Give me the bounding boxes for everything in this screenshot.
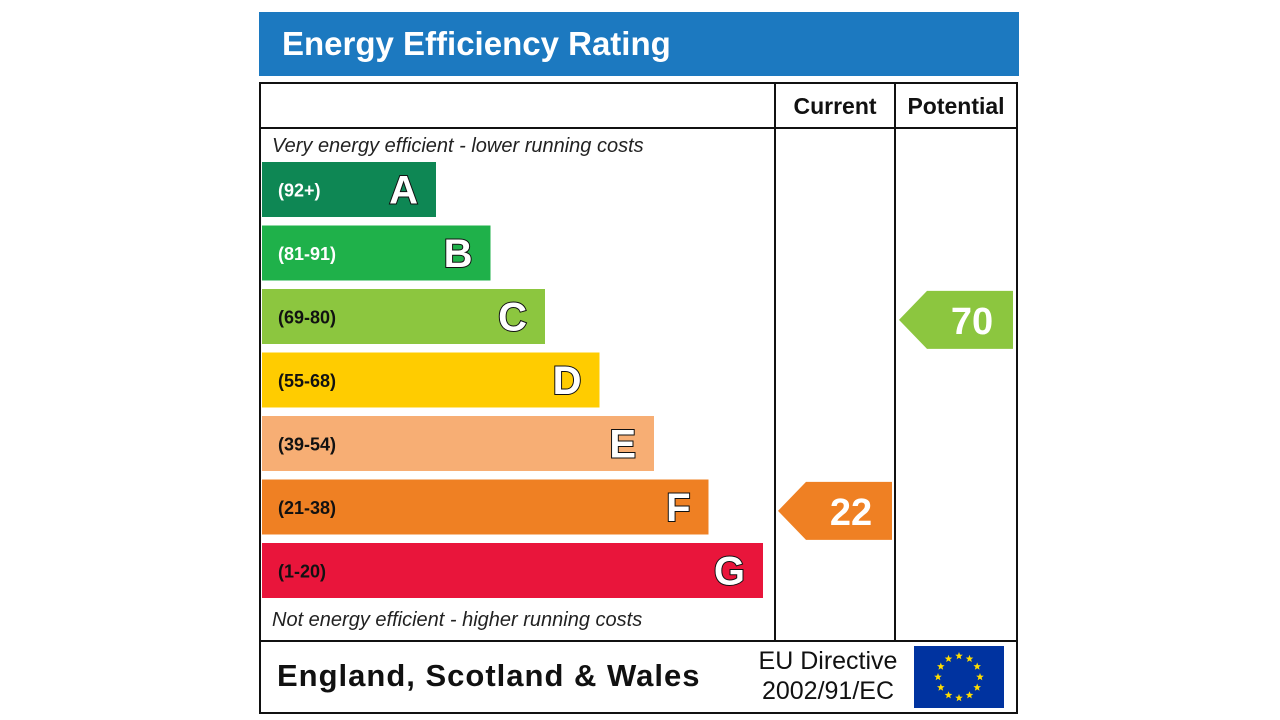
band-bar-g [262,543,763,598]
band-range-f: (21-38) [278,498,336,518]
eu-star-icon [955,652,963,660]
rating-value-current: 22 [830,492,872,534]
column-header-potential: Potential [907,93,1004,119]
column-header-current: Current [793,93,876,119]
top-efficiency-label: Very energy efficient - lower running co… [272,135,644,157]
band-range-e: (39-54) [278,435,336,455]
band-letter-e: E [609,423,636,467]
band-letter-d: D [553,359,582,403]
rating-arrow-shape-current [778,481,892,540]
band-letter-c: C [498,296,527,340]
band-g: (1-20) G [262,543,763,598]
footer-directive-line2: 2002/91/EC [762,677,894,705]
band-bar-c [262,289,545,344]
band-range-g: (1-20) [278,562,326,582]
eu-star-icon [944,654,953,663]
band-range-c: (69-80) [278,308,336,328]
band-letter-b: B [444,232,473,276]
rating-arrow-shape-potential [899,290,1013,349]
eu-star-icon [937,683,945,691]
rating-arrow-potential: 70 [899,290,1013,349]
band-range-d: (55-68) [278,371,336,391]
eu-star-icon [944,691,953,699]
band-f: (21-38) F [262,479,709,535]
band-c: (69-80) C [262,289,545,344]
rating-arrows: 22 70 [778,290,1013,540]
eu-star-icon [976,673,984,681]
eu-star-icon [937,662,945,670]
band-e: (39-54) E [262,416,654,471]
band-letter-a: A [389,169,418,213]
band-a: (92+) A [262,162,436,217]
eu-star-icon [965,691,974,699]
chart-title: Energy Efficiency Rating [282,25,671,62]
band-bar-b [262,225,491,281]
footer-region: England, Scotland & Wales [277,658,700,693]
band-range-b: (81-91) [278,244,336,264]
band-bar-d [262,352,600,408]
rating-arrow-current: 22 [778,481,892,540]
eu-star-icon [973,683,981,691]
eu-flag-icon [914,646,1004,708]
header-bar [259,12,1019,76]
rating-value-potential: 70 [951,301,993,343]
band-bar-a [262,162,436,217]
footer-directive-line1: EU Directive [759,647,898,675]
eu-star-icon [973,662,981,670]
band-bar-f [262,479,709,535]
eu-star-icon [955,694,963,702]
eu-star-icon [965,654,974,663]
band-b: (81-91) B [262,225,491,281]
band-bar-e [262,416,654,471]
band-letter-g: G [714,550,745,594]
rating-bands: (92+) A (81-91) B (69-80) C (55-68) D (39-54) E (2… [262,162,763,598]
bottom-efficiency-label: Not energy efficient - higher running co… [272,609,642,631]
chart-frame [259,82,1018,714]
eu-star-icon [934,673,942,681]
band-d: (55-68) D [262,352,600,408]
band-letter-f: F [666,486,690,530]
band-range-a: (92+) [278,181,321,201]
